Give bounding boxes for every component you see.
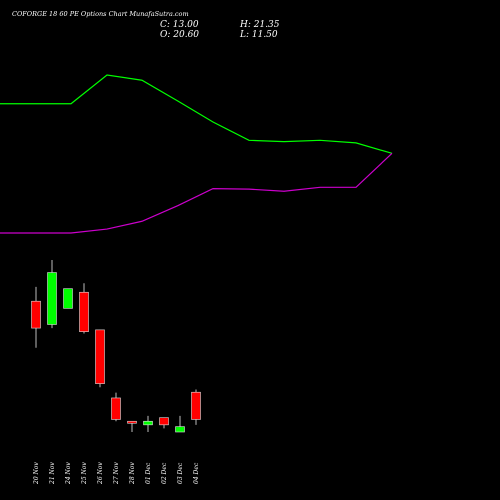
candle <box>79 283 89 334</box>
high-value: H: 21.35 <box>240 20 280 30</box>
indicator-line-2 <box>0 152 393 234</box>
x-tick-label: 25 Nov <box>81 462 88 485</box>
candle-body <box>143 420 153 426</box>
x-tick-label: 21 Nov <box>49 462 56 485</box>
candle-body <box>95 329 105 384</box>
candle <box>111 392 121 422</box>
indicator-line-1 <box>0 74 393 154</box>
x-tick-label: 01 Dec <box>145 462 152 484</box>
candle <box>127 420 137 432</box>
x-axis-ticks: 20 Nov 21 Nov 24 Nov 25 Nov 26 Nov 27 Nov 28 N… <box>33 462 200 485</box>
candle <box>175 415 185 433</box>
candle-body <box>191 391 201 420</box>
chart-title: COFORGE 18 60 PE Options Chart MunafaSut… <box>12 10 189 18</box>
candle-body <box>63 288 73 309</box>
candles <box>31 260 201 433</box>
candle-body <box>79 291 89 332</box>
x-tick-label: 28 Nov <box>129 462 136 485</box>
candle <box>31 286 41 348</box>
candle <box>47 260 57 329</box>
x-tick-label: 20 Nov <box>33 462 40 485</box>
open-value: O: 20.60 <box>160 30 200 40</box>
candle-body <box>31 300 41 329</box>
candle-body <box>175 426 185 433</box>
candle <box>63 288 73 309</box>
indicator-lines <box>0 74 393 234</box>
candle <box>95 329 105 388</box>
x-tick-label: 24 Nov <box>65 462 72 485</box>
x-tick-label: 02 Dec <box>161 462 168 484</box>
candle-body <box>127 420 137 424</box>
x-tick-label: 03 Dec <box>177 462 184 484</box>
candle <box>191 389 201 425</box>
candle-body <box>47 272 57 325</box>
x-tick-label: 04 Dec <box>193 462 200 484</box>
x-tick-label: 26 Nov <box>97 462 104 485</box>
candle-body <box>111 397 121 420</box>
close-value: C: 13.00 <box>160 20 199 30</box>
candle <box>143 415 153 432</box>
candle-body <box>159 417 169 426</box>
low-value: L: 11.50 <box>240 30 278 40</box>
candle <box>159 417 169 429</box>
x-tick-label: 27 Nov <box>113 462 120 485</box>
